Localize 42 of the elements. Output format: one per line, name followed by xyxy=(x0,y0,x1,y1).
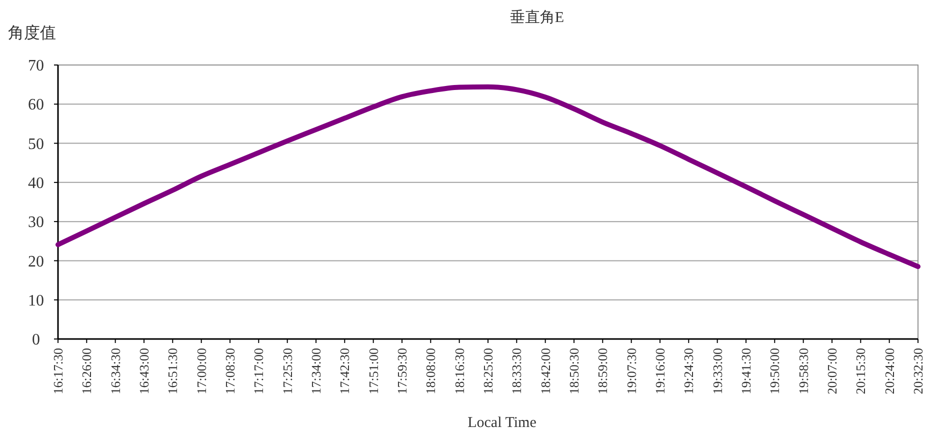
x-tick-label: 18:08:00 xyxy=(423,348,438,394)
x-axis-title: Local Time xyxy=(468,415,537,430)
x-tick-label: 17:25:30 xyxy=(280,348,295,394)
y-tick-label: 10 xyxy=(28,292,44,310)
x-tick-label: 19:33:00 xyxy=(710,348,725,394)
x-tick-label: 19:58:30 xyxy=(796,348,811,394)
y-tick-label: 50 xyxy=(28,136,44,153)
y-tick-label: 0 xyxy=(32,332,40,349)
x-tick-label: 19:07:30 xyxy=(624,348,639,394)
y-tick-label: 30 xyxy=(28,214,44,232)
x-tick-label: 18:33:30 xyxy=(509,348,524,394)
x-tick-label: 17:17:00 xyxy=(251,348,266,394)
x-tick-label: 17:42:30 xyxy=(337,348,352,394)
x-tick-label: 16:51:30 xyxy=(165,348,180,394)
x-tick-label: 20:15:30 xyxy=(853,348,868,394)
x-tick-label: 20:32:30 xyxy=(910,348,926,394)
x-tick-label: 17:00:00 xyxy=(194,348,209,394)
x-tick-label: 19:41:30 xyxy=(738,348,754,394)
x-tick-label: 16:34:30 xyxy=(108,348,123,394)
x-tick-label: 17:59:30 xyxy=(394,348,410,394)
y-axis-title: 角度值 xyxy=(8,24,56,42)
chart-title: 垂直角E xyxy=(510,9,564,26)
x-tick-label: 17:08:30 xyxy=(222,348,238,394)
x-tick-label: 17:51:00 xyxy=(366,348,381,394)
x-tick-label: 17:34:00 xyxy=(308,348,324,394)
x-tick-label: 18:42:00 xyxy=(538,348,553,394)
x-tick-label: 19:16:00 xyxy=(652,348,668,394)
x-tick-label: 19:24:30 xyxy=(681,348,696,394)
x-tick-label: 20:07:00 xyxy=(824,348,840,394)
x-tick-label: 18:25:00 xyxy=(480,348,496,394)
y-tick-label: 60 xyxy=(28,96,44,114)
y-tick-label: 40 xyxy=(28,175,44,192)
y-tick-label: 20 xyxy=(28,253,44,270)
x-tick-label: 18:59:00 xyxy=(595,348,610,394)
y-tick-label: 70 xyxy=(28,58,44,75)
x-tick-label: 16:17:30 xyxy=(50,348,66,394)
x-tick-label: 18:16:30 xyxy=(452,348,467,394)
x-tick-label: 19:50:00 xyxy=(767,348,782,394)
x-tick-label: 16:43:00 xyxy=(136,348,152,394)
x-tick-label: 16:26:00 xyxy=(79,348,94,394)
x-tick-label: 20:24:00 xyxy=(882,348,897,394)
x-tick-label: 18:50:30 xyxy=(566,348,582,394)
